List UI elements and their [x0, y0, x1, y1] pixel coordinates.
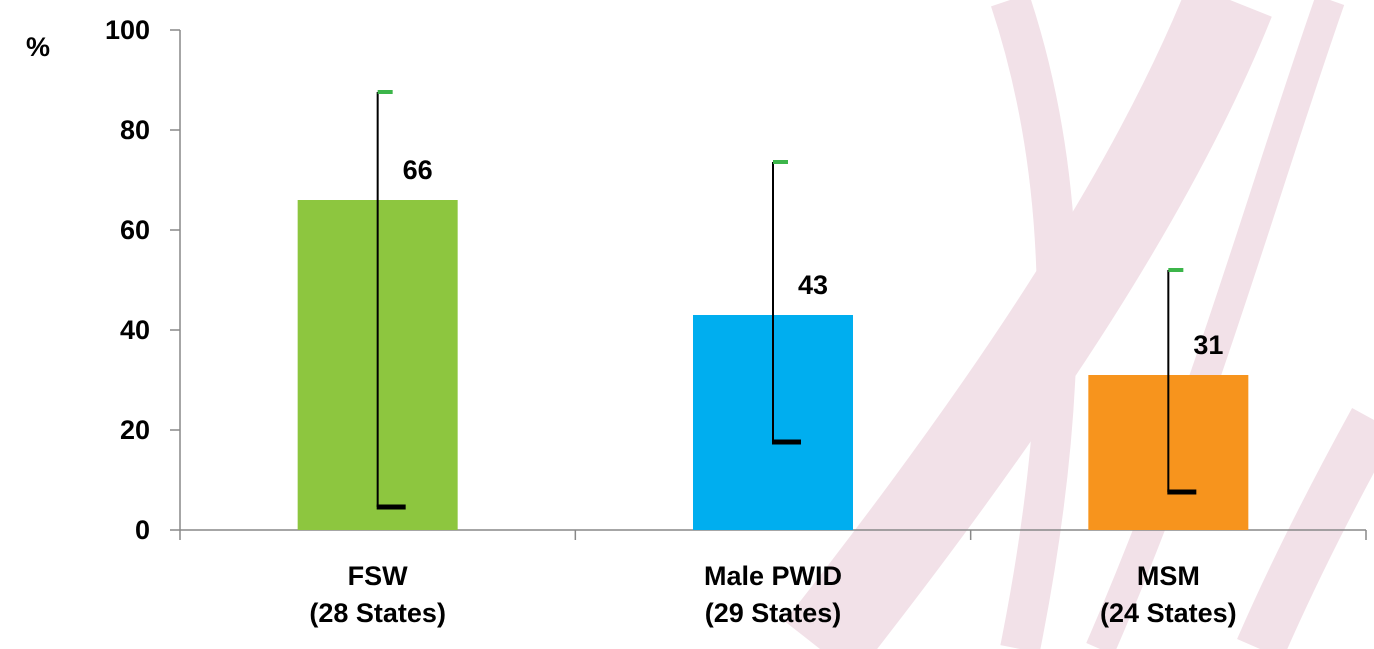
y-tick-label: 60: [120, 215, 150, 245]
data-label: 43: [798, 270, 828, 300]
data-label: 31: [1193, 330, 1223, 360]
x-tick-label: FSW: [348, 561, 409, 591]
y-tick-label: 100: [105, 15, 150, 45]
x-tick-label: (28 States): [309, 598, 446, 628]
background-ribbon: [784, 0, 1374, 649]
y-axis-label: %: [26, 32, 50, 62]
x-tick-label: (24 States): [1100, 598, 1237, 628]
data-label: 66: [403, 155, 433, 185]
x-tick-label: MSM: [1137, 561, 1200, 591]
y-tick-label: 20: [120, 415, 150, 445]
x-tick-label: Male PWID: [704, 561, 842, 591]
y-tick-label: 0: [135, 515, 150, 545]
y-tick-label: 80: [120, 115, 150, 145]
x-tick-label: (29 States): [705, 598, 842, 628]
y-tick-label: 40: [120, 315, 150, 345]
